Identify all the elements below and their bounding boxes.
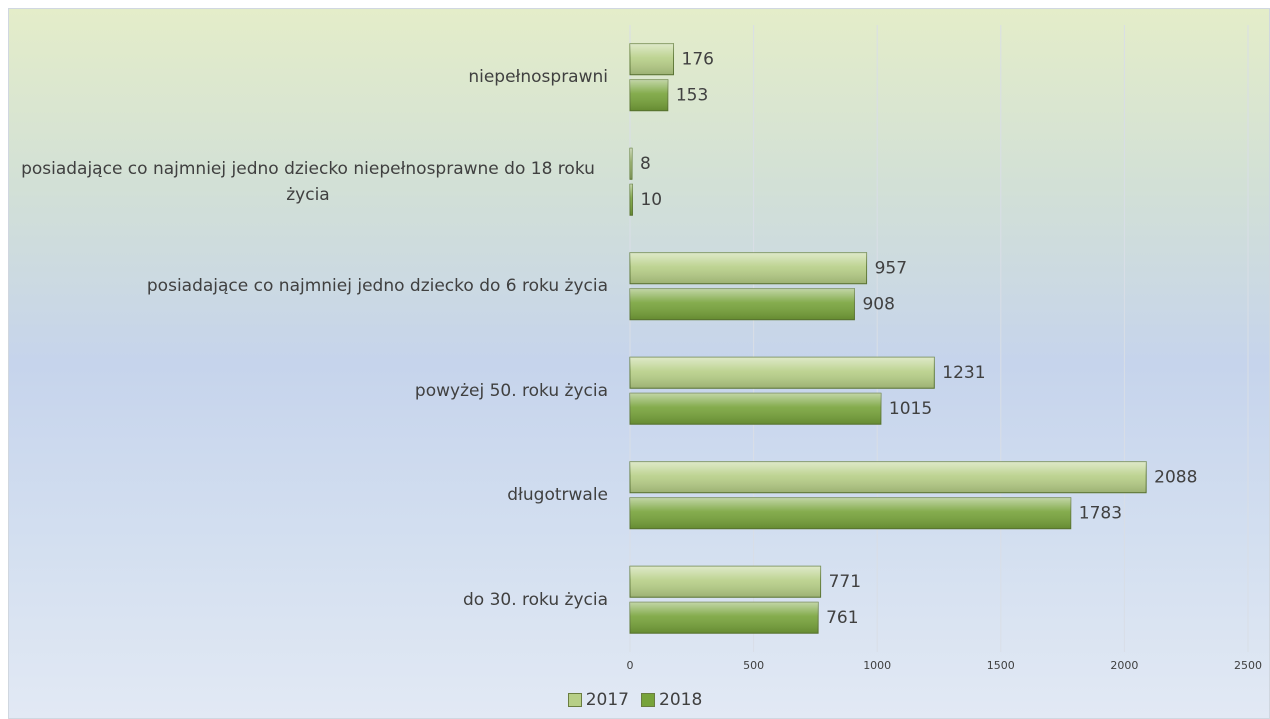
data-label: 957 <box>875 258 907 278</box>
category-text: niepełnosprawni <box>468 67 608 88</box>
bar <box>629 288 855 321</box>
bar <box>629 392 882 425</box>
category-label: powyżej 50. roku życia <box>0 378 608 404</box>
legend-label: 2018 <box>659 690 703 710</box>
category-text: posiadające co najmniej jedno dziecko do… <box>146 276 608 297</box>
bar <box>629 461 1147 494</box>
category-label: do 30. roku życia <box>0 587 608 613</box>
data-label: 8 <box>640 154 651 174</box>
data-label: 761 <box>826 608 858 628</box>
category-text: powyżej 50. roku życia <box>414 380 608 401</box>
x-tick-label: 1500 <box>987 659 1015 672</box>
legend-swatch <box>567 693 582 707</box>
bar <box>629 43 675 76</box>
data-label: 1015 <box>889 399 932 419</box>
data-label: 153 <box>676 85 708 105</box>
data-label: 1231 <box>942 363 985 383</box>
data-label: 771 <box>829 572 861 592</box>
bar <box>629 356 935 389</box>
legend-swatch <box>641 693 655 707</box>
bar <box>629 601 819 634</box>
bar <box>629 565 822 598</box>
category-label: posiadające co najmniej jedno dziecko ni… <box>0 156 608 208</box>
x-tick-label: 500 <box>743 659 764 672</box>
legend: 2017 2018 <box>0 690 1270 712</box>
legend-item: 2018 <box>641 690 702 710</box>
category-text: długotrwale <box>507 485 608 506</box>
data-label: 176 <box>682 49 714 69</box>
data-label: 2088 <box>1154 467 1197 487</box>
bar <box>629 183 633 216</box>
bar <box>629 147 633 180</box>
data-label: 908 <box>862 294 894 314</box>
category-text: do 30. roku życia <box>462 589 608 610</box>
x-tick-label: 0 <box>627 659 634 672</box>
x-tick-label: 2500 <box>1234 659 1262 672</box>
data-label: 1783 <box>1079 503 1122 523</box>
bar <box>629 252 868 285</box>
bar <box>629 497 1072 530</box>
category-label: długotrwale <box>0 482 608 508</box>
bar <box>629 79 669 112</box>
category-label: niepełnosprawni <box>0 64 608 90</box>
data-label: 10 <box>640 190 662 210</box>
category-label: posiadające co najmniej jedno dziecko do… <box>0 273 608 299</box>
category-text: posiadające co najmniej jedno dziecko ni… <box>21 158 595 205</box>
legend-label: 2017 <box>585 690 629 710</box>
legend-item: 2017 <box>567 690 629 710</box>
x-tick-label: 1000 <box>863 659 891 672</box>
x-tick-label: 2000 <box>1110 659 1138 672</box>
